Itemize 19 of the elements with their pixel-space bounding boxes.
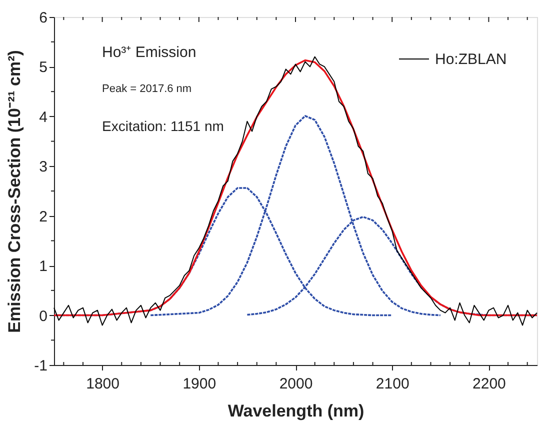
y-tick-label: 2 — [39, 208, 48, 226]
annotation: Peak = 2017.6 nm — [102, 83, 192, 95]
x-tick-label: 2000 — [279, 376, 313, 392]
y-tick-label: 6 — [39, 10, 48, 26]
y-tick-label: 5 — [39, 59, 48, 76]
annotation: Ho³⁺ Emission — [102, 44, 196, 61]
x-tick-label: 2200 — [472, 376, 506, 392]
x-tick-label: 1800 — [86, 376, 120, 392]
y-tick-label: 4 — [39, 108, 48, 126]
x-tick-label: 2100 — [376, 376, 410, 392]
y-tick-label: 3 — [39, 158, 48, 176]
legend-label: Ho:ZBLAN — [435, 51, 507, 68]
y-tick-label: 0 — [39, 308, 48, 325]
x-tick-label: 1900 — [182, 376, 216, 392]
annotation: Excitation: 1151 nm — [102, 118, 224, 134]
y-tick-label: 1 — [39, 258, 48, 276]
y-axis-title: Emission Cross-Section (10⁻²¹ cm²) — [5, 50, 24, 333]
y-tick-label: -1 — [34, 358, 48, 374]
x-axis-title: Wavelength (nm) — [228, 402, 364, 420]
